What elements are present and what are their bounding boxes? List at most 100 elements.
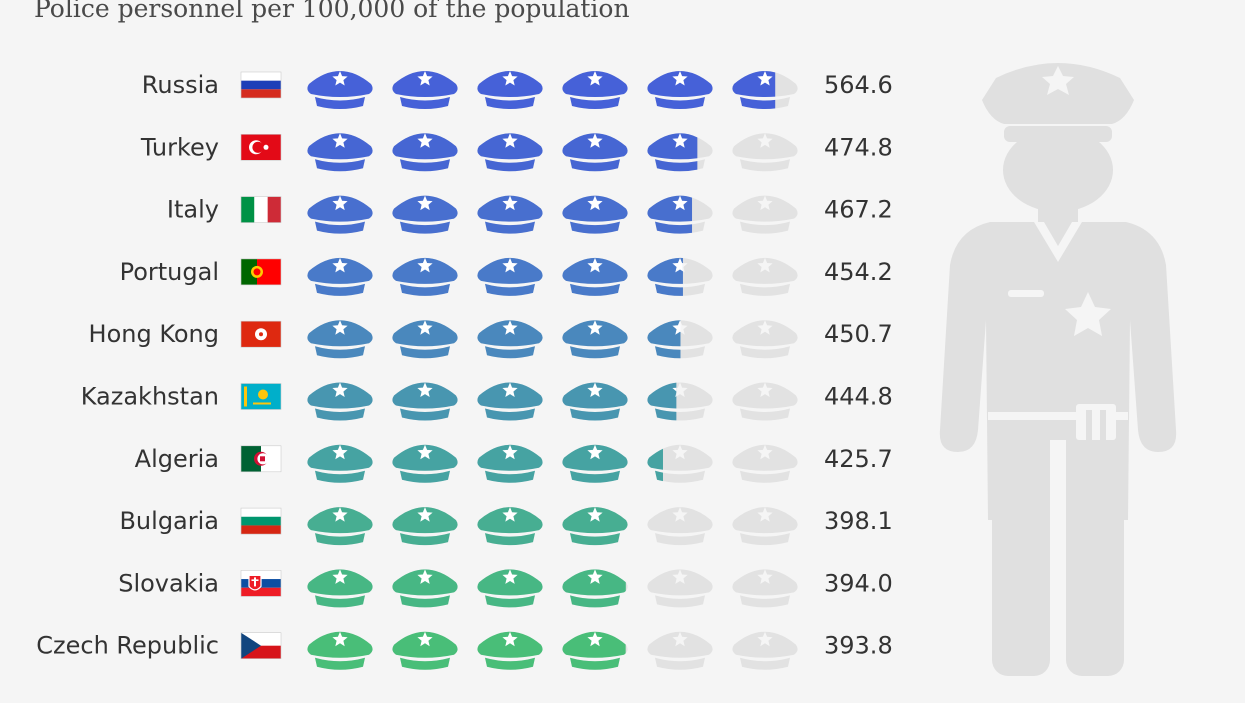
value-label: 398.1 — [824, 507, 893, 535]
police-cap-icon — [647, 133, 713, 172]
algeria-flag — [240, 445, 282, 473]
chart-row: Kazakhstan 444.8 — [81, 382, 893, 421]
country-label: Algeria — [135, 445, 219, 473]
police-cap-icon — [307, 195, 373, 234]
chart-subtitle: Police personnel per 100,000 of the popu… — [34, 0, 630, 23]
italy-flag — [240, 196, 282, 223]
value-label: 474.8 — [824, 133, 893, 161]
police-cap-icon — [562, 382, 628, 421]
police-cap-icon — [562, 569, 628, 608]
chart-row: Hong Kong 450.7 — [89, 320, 893, 359]
police-cap-icon — [562, 133, 628, 172]
value-label: 425.7 — [824, 445, 893, 473]
police-cap-icon — [477, 133, 543, 172]
slovakia-flag — [240, 570, 282, 597]
police-cap-icon — [647, 631, 713, 670]
police-cap-icon — [477, 569, 543, 608]
police-cap-icon — [477, 382, 543, 421]
police-cap-icon — [307, 257, 373, 296]
value-label: 450.7 — [824, 320, 893, 348]
police-cap-icon — [307, 320, 373, 359]
police-cap-icon — [732, 195, 798, 234]
police-cap-icon — [562, 195, 628, 234]
police-cap-icon — [307, 382, 373, 421]
hong-kong-flag — [240, 320, 282, 348]
police-cap-icon — [732, 382, 798, 421]
police-cap-icon — [307, 444, 373, 483]
police-cap-icon — [392, 71, 458, 109]
police-cap-icon — [477, 195, 543, 234]
police-cap-icon — [392, 631, 458, 670]
country-label: Bulgaria — [119, 507, 219, 535]
police-cap-icon — [647, 257, 713, 296]
country-label: Italy — [167, 196, 219, 224]
russia-flag — [240, 71, 282, 99]
value-label: 454.2 — [824, 258, 893, 286]
police-cap-icon — [647, 195, 713, 234]
police-cap-icon — [647, 382, 713, 421]
police-cap-icon — [647, 71, 713, 109]
value-label: 444.8 — [824, 383, 893, 411]
police-cap-icon — [307, 133, 373, 172]
bulgaria-flag — [240, 507, 282, 535]
value-label: 393.8 — [824, 632, 893, 660]
turkey-flag — [240, 134, 282, 161]
police-cap-icon — [562, 71, 628, 109]
police-cap-icon — [392, 320, 458, 359]
police-cap-icon — [392, 195, 458, 234]
police-cap-icon — [477, 507, 543, 546]
police-cap-icon — [307, 507, 373, 546]
czech-republic-flag — [240, 632, 282, 660]
police-cap-icon — [647, 569, 713, 608]
pictogram-chart: Russia 564.6 Turkey 474.8 Italy 467.2 Portugal… — [36, 71, 893, 670]
chart-row: Czech Republic 393.8 — [36, 631, 893, 670]
country-label: Slovakia — [118, 569, 219, 597]
chart-row: Slovakia 394.0 — [118, 569, 893, 608]
police-cap-icon — [562, 320, 628, 359]
country-label: Hong Kong — [89, 320, 219, 348]
police-cap-icon — [307, 569, 373, 608]
chart-row: Portugal 454.2 — [120, 257, 893, 296]
police-cap-icon — [732, 320, 798, 359]
police-cap-icon — [562, 444, 628, 483]
police-cap-icon — [307, 71, 373, 109]
police-cap-icon — [647, 320, 713, 359]
police-cap-icon — [732, 133, 798, 172]
police-cap-icon — [732, 257, 798, 296]
kazakhstan-flag — [240, 383, 282, 410]
chart-row: Bulgaria 398.1 — [119, 507, 893, 546]
police-cap-icon — [562, 507, 628, 546]
police-cap-icon — [647, 507, 713, 546]
chart-row: Turkey 474.8 — [140, 133, 893, 172]
police-cap-icon — [732, 444, 798, 483]
police-cap-icon — [732, 507, 798, 546]
police-cap-icon — [307, 631, 373, 670]
value-label: 394.0 — [824, 569, 893, 597]
police-cap-icon — [477, 444, 543, 483]
country-label: Turkey — [140, 133, 219, 161]
police-cap-icon — [392, 444, 458, 483]
police-cap-icon — [477, 320, 543, 359]
value-label: 467.2 — [824, 196, 893, 224]
police-cap-icon — [732, 631, 798, 670]
police-cap-icon — [392, 569, 458, 608]
police-cap-icon — [562, 631, 628, 670]
police-officer-icon — [939, 63, 1177, 676]
police-cap-icon — [392, 382, 458, 421]
police-cap-icon — [562, 257, 628, 296]
portugal-flag — [240, 258, 282, 286]
police-cap-icon — [477, 631, 543, 670]
country-label: Russia — [142, 71, 219, 99]
police-cap-icon — [647, 444, 713, 483]
police-cap-icon — [732, 71, 798, 109]
police-cap-icon — [392, 257, 458, 296]
country-label: Portugal — [120, 258, 219, 286]
chart-row: Italy 467.2 — [167, 195, 893, 234]
country-label: Kazakhstan — [81, 383, 219, 411]
police-cap-icon — [392, 133, 458, 172]
police-cap-icon — [732, 569, 798, 608]
chart-row: Russia 564.6 — [142, 71, 893, 109]
police-cap-icon — [477, 71, 543, 109]
value-label: 564.6 — [824, 71, 893, 99]
police-cap-icon — [392, 507, 458, 546]
